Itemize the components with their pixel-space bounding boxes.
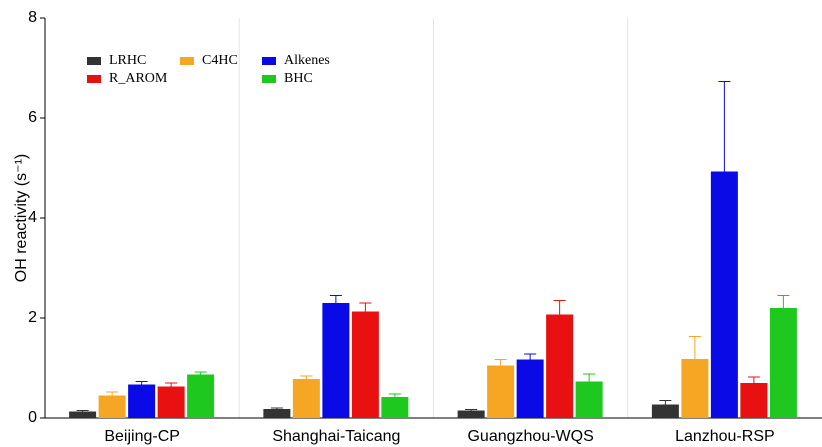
bar — [98, 395, 126, 418]
bar — [263, 409, 291, 418]
bar — [128, 384, 156, 418]
legend-label: R_AROM — [109, 71, 168, 86]
y-tick-label: 8 — [28, 9, 37, 26]
y-tick-label: 6 — [28, 109, 37, 126]
legend-swatch — [262, 75, 276, 83]
x-tick-label: Shanghai-Taicang — [272, 428, 400, 445]
bar — [457, 410, 485, 418]
bar — [769, 308, 797, 418]
bar — [546, 314, 574, 418]
legend-swatch — [180, 57, 194, 65]
bar — [651, 404, 679, 418]
bar — [292, 379, 320, 418]
y-axis-label: OH reactivity (s⁻¹) — [13, 154, 30, 282]
bar — [740, 383, 768, 418]
bar — [381, 397, 409, 418]
legend-label: LRHC — [109, 53, 146, 68]
bar — [157, 386, 185, 418]
bar — [351, 311, 379, 418]
y-tick-label: 0 — [28, 409, 37, 426]
x-tick-label: Lanzhou-RSP — [675, 428, 775, 445]
x-tick-label: Guangzhou-WQS — [467, 428, 593, 445]
bar — [516, 359, 544, 418]
bar — [69, 411, 97, 418]
bar — [487, 365, 515, 418]
y-tick-label: 4 — [28, 209, 37, 226]
legend-swatch — [262, 57, 276, 65]
legend-label: BHC — [284, 71, 313, 86]
bar — [322, 303, 350, 418]
bar — [575, 381, 603, 418]
bar — [681, 359, 709, 418]
bar — [187, 374, 215, 418]
legend-label: C4HC — [202, 53, 238, 68]
legend-swatch — [87, 57, 101, 65]
legend-swatch — [87, 75, 101, 83]
y-tick-label: 2 — [28, 309, 37, 326]
bar — [710, 171, 738, 418]
legend-label: Alkenes — [284, 53, 330, 68]
x-tick-label: Beijing-CP — [104, 428, 180, 445]
